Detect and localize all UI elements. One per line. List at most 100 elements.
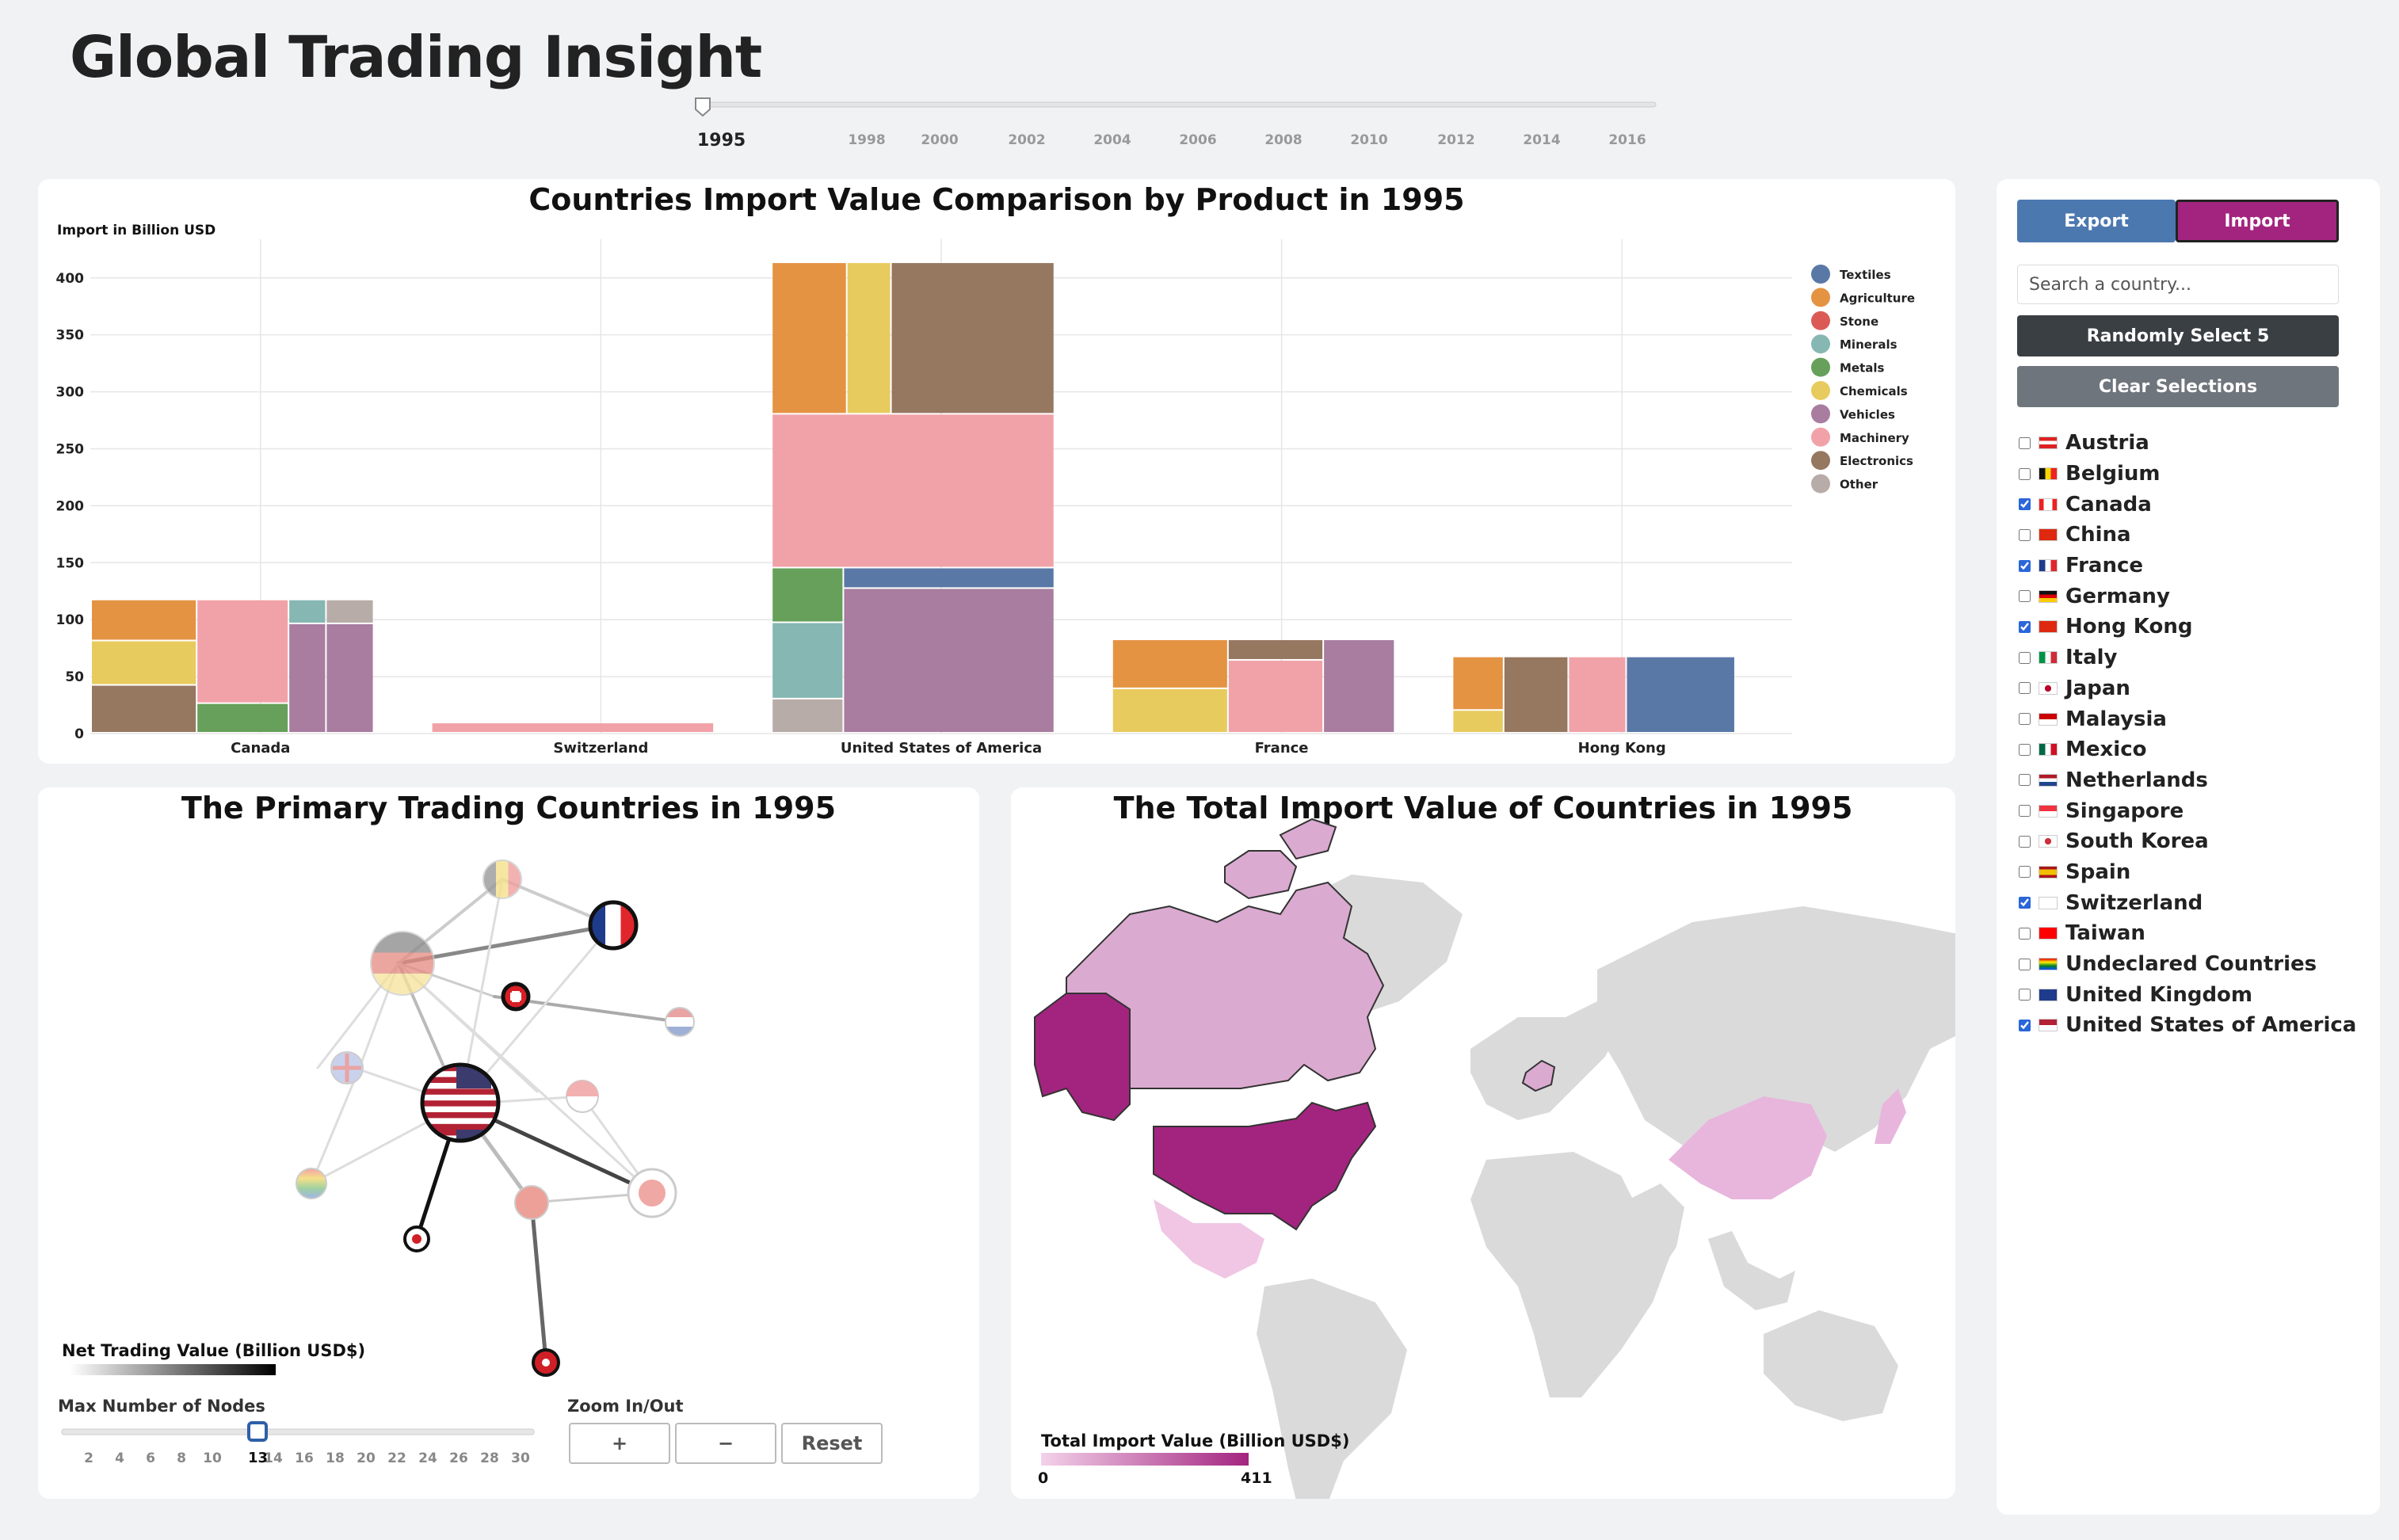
country-option[interactable]: Canada (2019, 489, 2367, 520)
country-checkbox[interactable] (2019, 682, 2031, 695)
year-tick[interactable]: 2016 (1608, 132, 1646, 148)
export-toggle-button[interactable]: Export (2017, 200, 2176, 242)
bar-segment[interactable] (1453, 657, 1503, 710)
bar-segment[interactable] (1627, 657, 1734, 732)
network-node-switzerland[interactable] (501, 982, 531, 1012)
network-node-united-kingdom[interactable] (330, 1051, 364, 1084)
bar-segment[interactable] (772, 568, 843, 622)
country-checkbox[interactable] (2019, 805, 2031, 818)
bar-segment[interactable] (326, 623, 373, 732)
country-option[interactable]: Austria (2019, 428, 2367, 459)
bar-segment[interactable] (92, 641, 196, 684)
network-node-france[interactable] (588, 900, 639, 951)
country-search-input[interactable] (2017, 265, 2339, 304)
bar-segment[interactable] (772, 263, 846, 414)
map-alaska[interactable] (1034, 993, 1131, 1122)
bar-segment[interactable] (432, 723, 714, 732)
year-slider[interactable]: 1995 1998 2000 2002 2004 2006 2008 2010 2012 201… (685, 87, 1659, 158)
country-checkbox[interactable] (2019, 467, 2031, 480)
map-africa[interactable] (1470, 1152, 1676, 1397)
country-option[interactable]: Malaysia (2019, 703, 2367, 734)
country-option[interactable]: Italy (2019, 642, 2367, 673)
country-option[interactable]: Switzerland (2019, 887, 2367, 918)
country-checkbox[interactable] (2019, 866, 2031, 879)
network-node-belgium[interactable] (482, 860, 522, 899)
bar-segment[interactable] (92, 685, 196, 732)
country-checkbox[interactable] (2019, 743, 2031, 756)
random-select-button[interactable]: Randomly Select 5 (2017, 315, 2339, 356)
country-checkbox[interactable] (2019, 1019, 2031, 1031)
network-node-netherlands[interactable] (665, 1007, 695, 1037)
bar-segment[interactable] (1228, 660, 1323, 732)
year-tick[interactable]: 2002 (1008, 132, 1045, 148)
bar-segment[interactable] (1228, 640, 1323, 659)
country-option[interactable]: South Korea (2019, 826, 2367, 857)
country-checkbox[interactable] (2019, 927, 2031, 940)
bar-segment[interactable] (772, 623, 843, 698)
bar-segment[interactable] (844, 589, 1054, 732)
bar-segment[interactable] (1324, 640, 1394, 732)
country-checkbox[interactable] (2019, 620, 2031, 633)
country-option[interactable]: Spain (2019, 857, 2367, 888)
bar-segment[interactable] (289, 600, 326, 623)
country-checkbox[interactable] (2019, 774, 2031, 787)
country-checkbox[interactable] (2019, 897, 2031, 909)
max-nodes-handle[interactable] (247, 1421, 268, 1442)
bar-segment[interactable] (1112, 640, 1227, 688)
bar-segment[interactable] (891, 263, 1054, 414)
network-node-germany[interactable] (370, 931, 435, 996)
bar-segment[interactable] (1112, 688, 1227, 732)
network-node-china[interactable] (514, 1185, 549, 1220)
network-node-hong-kong[interactable] (532, 1348, 560, 1377)
network-node-undeclared[interactable] (296, 1168, 327, 1199)
country-option[interactable]: Belgium (2019, 459, 2367, 490)
map-south-america[interactable] (1257, 1279, 1407, 1499)
bar-segment[interactable] (289, 623, 326, 732)
country-checkbox[interactable] (2019, 713, 2031, 726)
year-slider-handle[interactable] (695, 97, 711, 117)
country-checkbox[interactable] (2019, 528, 2031, 541)
country-checkbox[interactable] (2019, 590, 2031, 603)
year-tick[interactable]: 1998 (848, 132, 885, 148)
bar-segment[interactable] (92, 600, 196, 640)
country-checkbox[interactable] (2019, 989, 2031, 1001)
bar-segment[interactable] (1569, 657, 1626, 732)
country-checkbox[interactable] (2019, 835, 2031, 848)
network-node-mexico[interactable] (627, 1168, 677, 1218)
country-checkbox[interactable] (2019, 651, 2031, 664)
bar-segment[interactable] (197, 703, 288, 732)
year-tick[interactable]: 2014 (1523, 132, 1560, 148)
country-checkbox[interactable] (2019, 436, 2031, 449)
network-node-singapore[interactable] (566, 1080, 599, 1113)
year-tick[interactable]: 2008 (1264, 132, 1302, 148)
bar-segment[interactable] (1453, 711, 1503, 732)
zoom-reset-button[interactable]: Reset (781, 1423, 883, 1464)
country-option[interactable]: Taiwan (2019, 918, 2367, 949)
map-china[interactable] (1669, 1096, 1827, 1199)
country-option[interactable]: Mexico (2019, 734, 2367, 765)
network-node-usa[interactable] (420, 1062, 501, 1143)
clear-selections-button[interactable]: Clear Selections (2017, 366, 2339, 407)
bar-segment[interactable] (844, 568, 1054, 588)
bar-segment[interactable] (326, 600, 373, 623)
country-option[interactable]: Netherlands (2019, 765, 2367, 796)
map-asia[interactable] (1597, 906, 1955, 1160)
zoom-out-button[interactable]: − (675, 1423, 776, 1464)
bar-segment[interactable] (1504, 657, 1568, 732)
country-option[interactable]: France (2019, 551, 2367, 581)
map-canada[interactable] (1066, 881, 1385, 1089)
year-tick[interactable]: 2006 (1179, 132, 1216, 148)
bar-segment[interactable] (197, 600, 288, 703)
year-tick[interactable]: 2012 (1437, 132, 1474, 148)
import-toggle-button[interactable]: Import (2176, 200, 2339, 242)
country-option[interactable]: United States of America (2019, 1010, 2367, 1041)
country-option[interactable]: Hong Kong (2019, 612, 2367, 642)
country-checkbox[interactable] (2019, 559, 2031, 572)
country-option[interactable]: China (2019, 520, 2367, 551)
max-nodes-track[interactable] (61, 1428, 535, 1435)
country-option[interactable]: Undeclared Countries (2019, 949, 2367, 980)
bar-segment[interactable] (847, 263, 891, 414)
country-option[interactable]: Germany (2019, 581, 2367, 612)
year-tick[interactable]: 2000 (921, 132, 958, 148)
bar-segment[interactable] (772, 414, 1054, 567)
